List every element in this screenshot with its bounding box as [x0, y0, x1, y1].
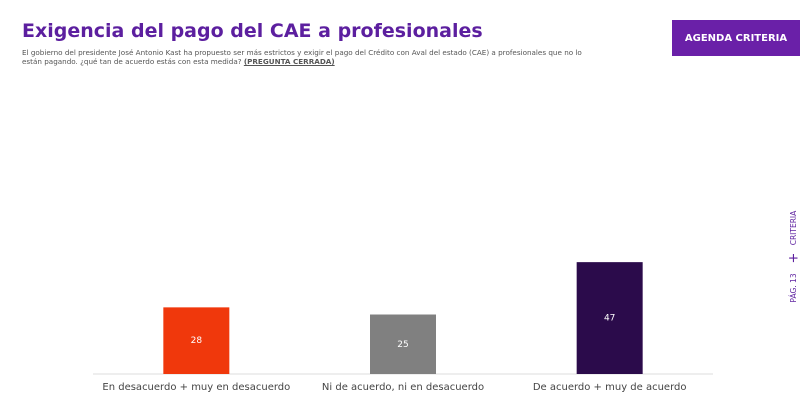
subtitle-note[interactable]: (PREGUNTA CERRADA): [243, 57, 335, 66]
bar: [576, 262, 643, 374]
title: Exigencia del pago del CAE a profesional…: [22, 20, 483, 42]
value-label: 28: [191, 336, 203, 346]
subtitle-text: El gobierno del presidente José Antonio …: [22, 48, 582, 66]
sidebar: CRITERIA + PÁG. 13: [787, 210, 800, 303]
agenda-button[interactable]: AGENDA CRITERIA: [672, 20, 800, 56]
brand: CRITERIA: [789, 210, 798, 245]
subtitle: El gobierno del presidente José Antonio …: [22, 48, 602, 66]
x-tick-label: Ni de acuerdo, ni en desacuerdo: [322, 382, 484, 393]
x-tick-label: De acuerdo + muy de acuerdo: [533, 382, 687, 393]
value-label: 25: [397, 340, 408, 350]
bar: [163, 307, 230, 374]
x-tick-label: En desacuerdo + muy en desacuerdo: [102, 382, 290, 393]
bar: [370, 314, 436, 374]
value-label: 47: [604, 314, 615, 324]
separator: +: [787, 253, 800, 264]
page-number: PÁG. 13: [789, 273, 798, 302]
